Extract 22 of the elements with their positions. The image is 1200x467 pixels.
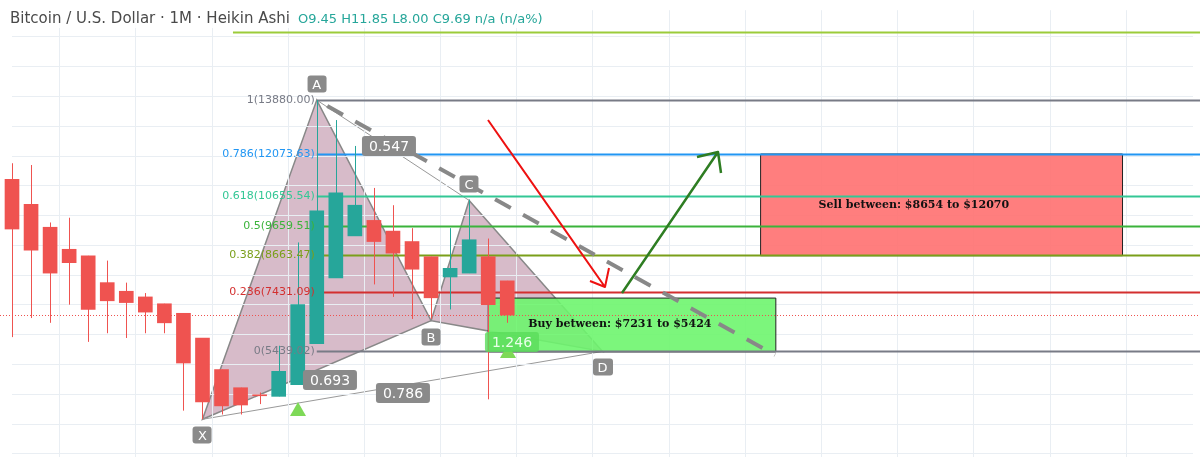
candlestick xyxy=(195,337,210,420)
ref-line-label: 0.618(10655.54) xyxy=(222,189,315,203)
annotation: 0.693 xyxy=(302,370,358,390)
band-label: Buy between: $7231 to $5424 xyxy=(528,316,712,330)
annotation: D xyxy=(592,358,613,376)
annotation: 0.786 xyxy=(375,383,431,403)
candlestick xyxy=(233,387,248,416)
annotation: B xyxy=(421,328,441,346)
annotation: 0.547 xyxy=(361,136,417,156)
candlestick xyxy=(118,282,134,339)
annotation: 1.246 xyxy=(484,332,540,352)
candlestick xyxy=(252,391,267,405)
ref-line-label: 0.786(12073.63) xyxy=(222,147,315,161)
annotation: A xyxy=(307,75,327,93)
chart-subtitle: O9.45 H11.85 L8.00 C9.69 n/a (n/a%) xyxy=(297,11,543,26)
ref-line-label: 1(13880.00) xyxy=(246,93,315,107)
annotation: X xyxy=(193,426,212,444)
chart-title: Bitcoin / U.S. Dollar · 1M · Heikin Ashi xyxy=(10,9,290,27)
candlestick xyxy=(214,369,229,416)
candlestick xyxy=(328,119,344,279)
annotation: C xyxy=(459,175,479,193)
band-label: Sell between: $8654 to $12070 xyxy=(818,197,1010,211)
